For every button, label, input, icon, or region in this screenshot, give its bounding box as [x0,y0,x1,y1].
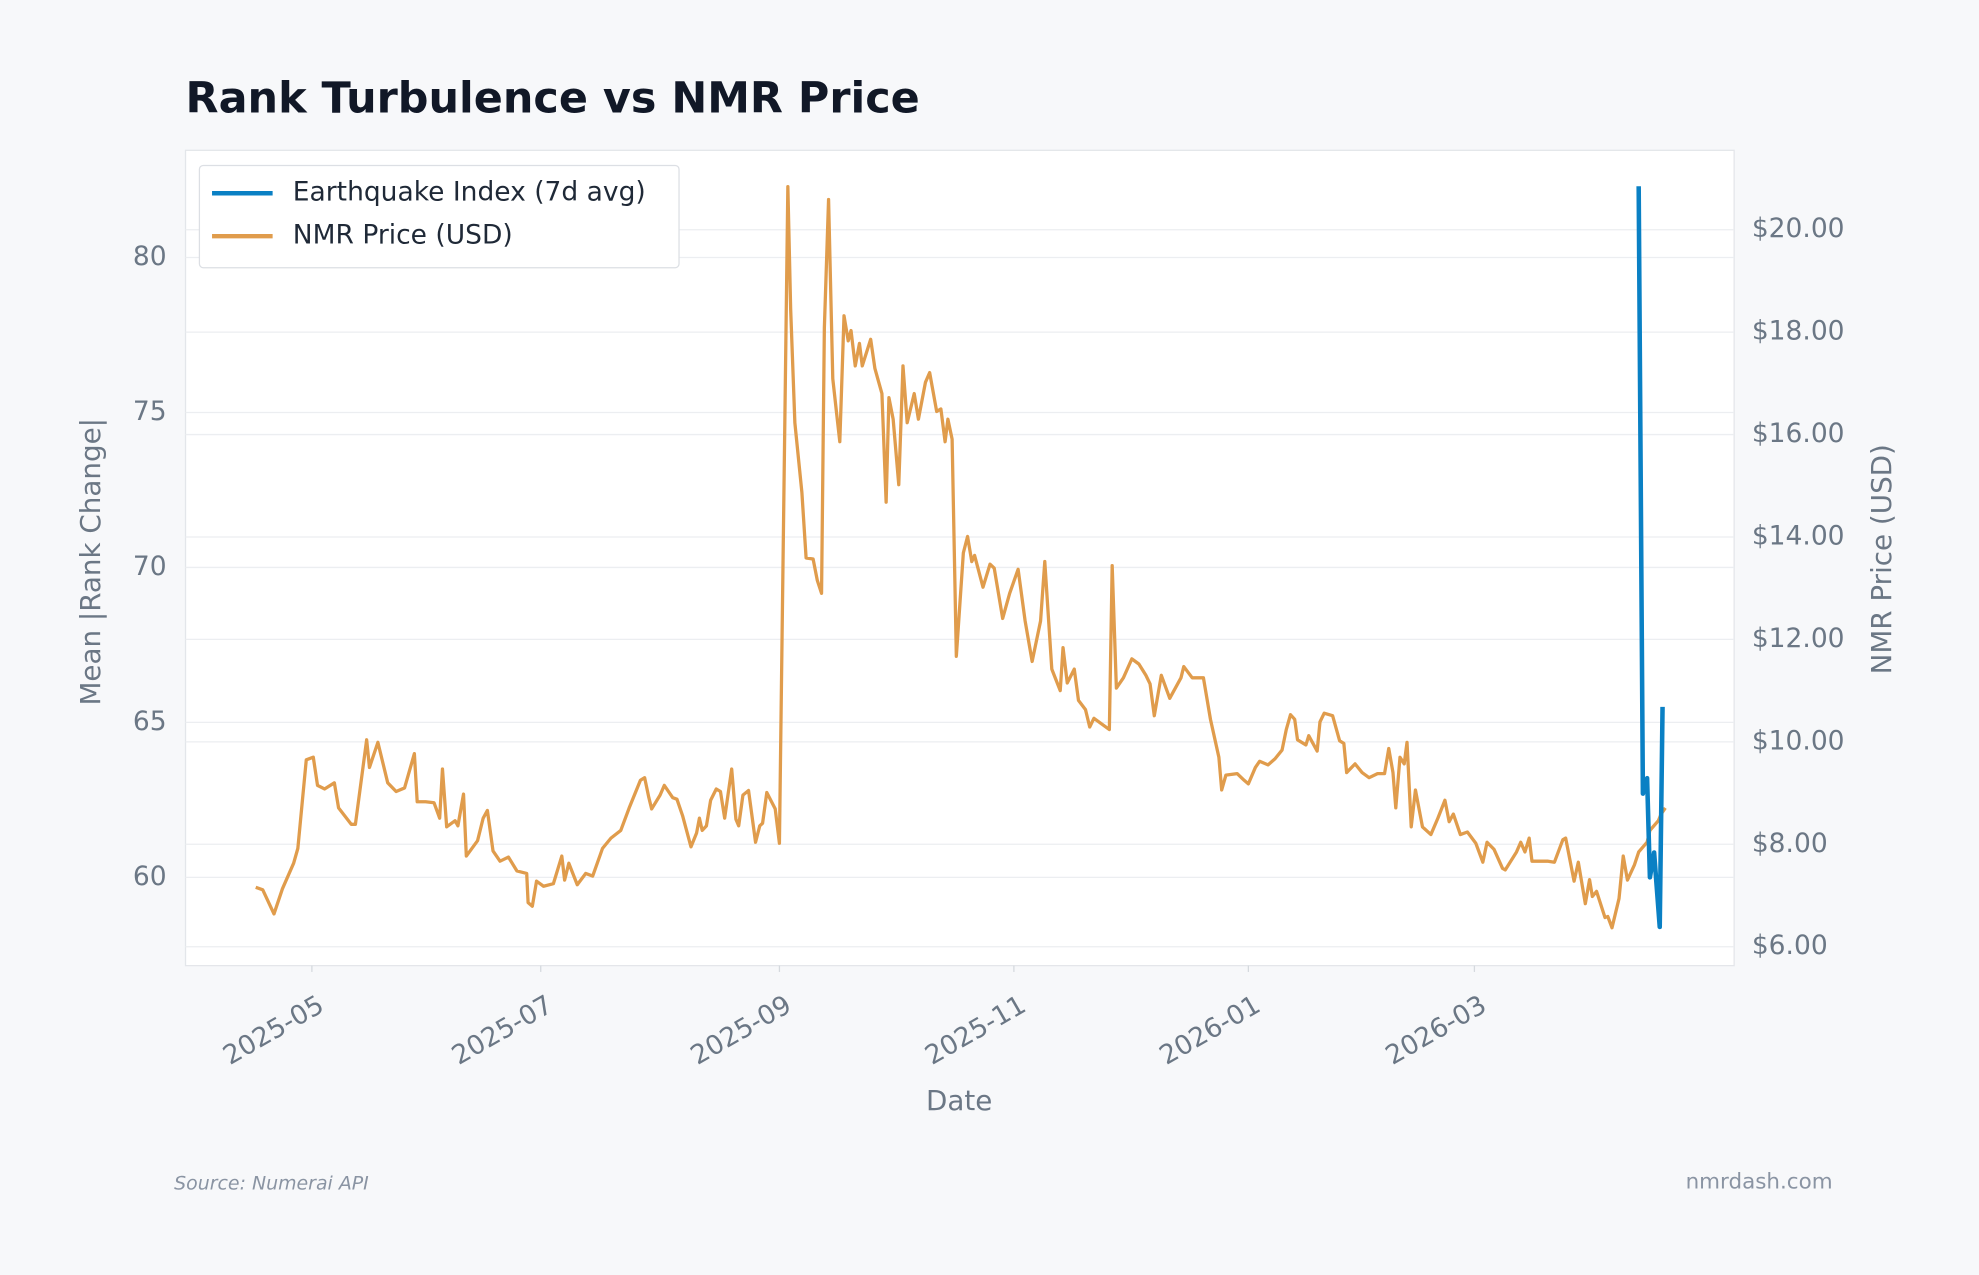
y2-tick-label: $14.00 [1752,520,1845,551]
site-credit: nmrdash.com [1686,1170,1833,1195]
y2-tick-label: $6.00 [1752,930,1828,961]
y2-tick-label: $16.00 [1752,418,1845,449]
source-note: Source: Numerai API [174,1172,369,1194]
y-axis-label: Mean |Rank Change| [74,418,107,706]
y-tick-label: 70 [133,551,167,582]
chart-title: Rank Turbulence vs NMR Price [186,74,920,124]
series-line [255,185,1667,930]
legend-box [198,164,680,269]
y-tick-label: 65 [133,706,167,737]
y2-tick-label: $18.00 [1752,316,1845,347]
lines [255,185,1667,930]
plot-area [184,149,1735,967]
legend-label: Earthquake Index (7d avg) [293,177,646,208]
y-tick-label: 60 [133,861,167,892]
y2-axis-label: NMR Price (USD) [1865,444,1898,674]
y2-tick-label: $12.00 [1752,623,1845,654]
x-axis-label: Date [926,1084,992,1117]
y-tick-label: 75 [133,396,167,427]
y-tick-label: 80 [133,241,167,272]
legend: Earthquake Index (7d avg) NMR Price (USD) [198,164,680,269]
y2-tick-label: $8.00 [1752,828,1828,859]
series-line [1636,186,1665,930]
y2-tick-label: $10.00 [1752,725,1845,756]
legend-label: NMR Price (USD) [293,220,513,251]
y2-tick-label: $20.00 [1752,213,1845,244]
